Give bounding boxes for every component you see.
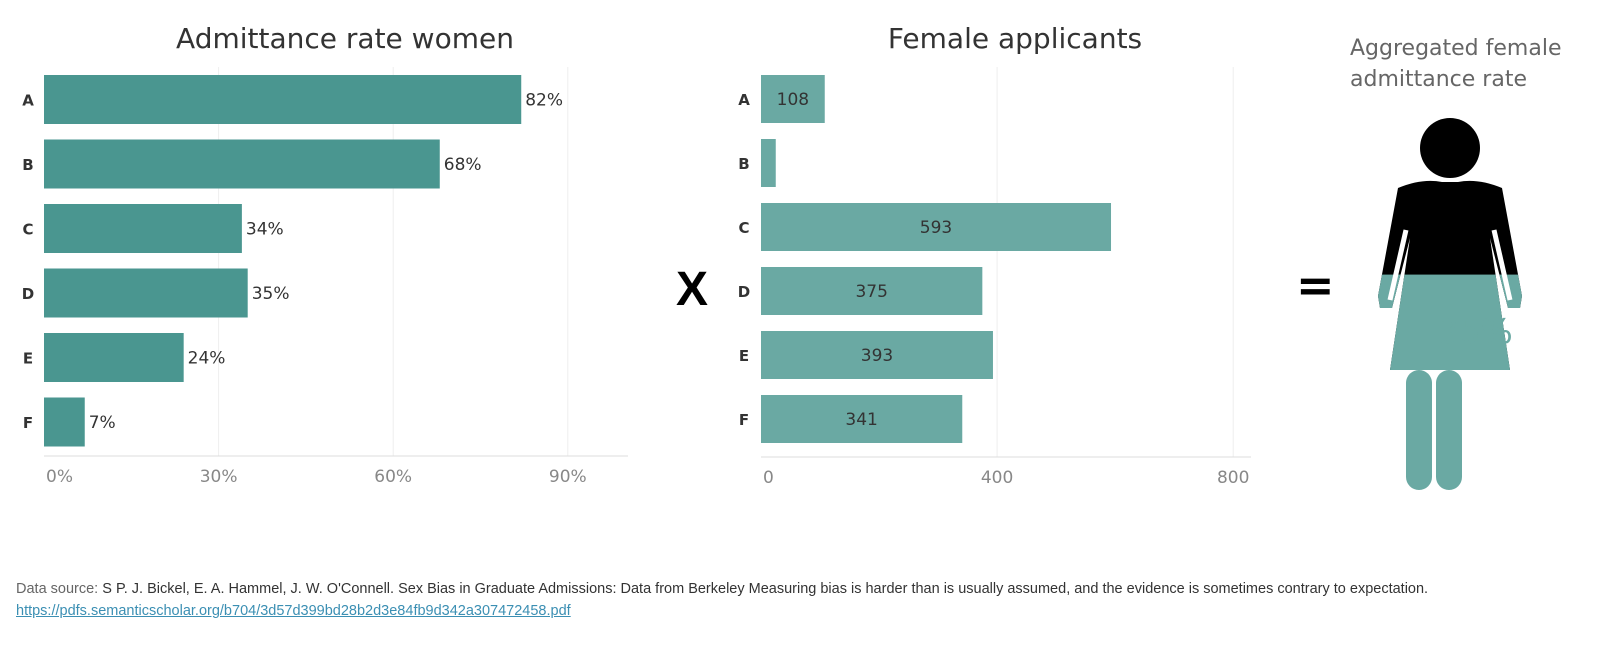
x-tick-label: 0% [46,467,73,487]
data-label: 24% [188,349,226,369]
bar-F [44,397,85,447]
data-label: 341 [845,410,877,430]
equals-operator: = [1296,258,1335,312]
category-label: B [738,155,749,173]
category-label: E [739,347,749,365]
x-tick-label: 90% [549,467,587,487]
x-tick-label: 400 [981,468,1013,488]
x-tick-label: 30% [200,467,238,487]
bar-F [761,395,963,443]
data-label: 68% [444,155,482,175]
chart-title-admittance: Admittance rate women [176,22,514,55]
category-label: C [22,221,33,239]
figure-head [1420,118,1480,178]
bar-B [761,139,776,187]
category-label: F [739,411,749,429]
x-tick-label: 0 [763,468,774,488]
x-tick-label: 800 [1217,468,1249,488]
category-label: B [22,156,33,174]
data-label: 375 [855,282,887,302]
category-label: A [738,91,750,109]
source-label: Data source: [16,581,99,597]
bar-E [761,331,993,379]
figure-arm-gap-left [1387,229,1409,301]
source-link[interactable]: https://pdfs.semanticscholar.org/b704/3d… [16,603,571,619]
source-text: S P. J. Bickel, E. A. Hammel, J. W. O'Co… [102,581,1429,597]
category-label: E [23,350,33,368]
category-label: C [738,219,749,237]
data-label: 108 [777,90,809,110]
data-label: 82% [525,91,563,111]
data-source-note: Data source: S P. J. Bickel, E. A. Hamme… [16,578,1591,622]
category-label: D [738,283,750,301]
category-label: F [23,414,33,432]
data-label: 35% [252,284,290,304]
bar-B [44,139,440,189]
bar-E [44,333,184,382]
multiply-operator: X [676,263,709,316]
bar-D [761,267,983,315]
bar-C [761,203,1112,251]
category-label: D [22,285,34,303]
bar-C [44,204,242,253]
category-label: A [22,92,34,110]
x-tick-label: 60% [374,467,412,487]
aggregate-rate-value: 35% [1437,312,1513,352]
bar-A [761,75,825,123]
data-label: 34% [246,220,284,240]
bar-D [44,268,248,318]
female-applicants-chart: 0 400 800 A 108 B C 593 D 375 E 393 F 341 [738,67,1251,488]
bar-A [44,75,522,124]
aggregate-title: Aggregated female admittance rate [1350,36,1562,92]
chart-title-applicants: Female applicants [887,22,1143,55]
admittance-rate-chart: 0% 30% 60% 90% A 82% B 68% C 34% D 35% E 24% F 7% [22,67,628,487]
data-label: 393 [861,346,893,366]
data-label: 593 [920,218,952,238]
figure-leg-left [1406,370,1432,490]
figure-arm-gap-right [1491,229,1513,301]
woman-figure-icon [1378,118,1522,490]
figure-leg-right [1436,370,1462,490]
data-label: 7% [89,413,116,433]
